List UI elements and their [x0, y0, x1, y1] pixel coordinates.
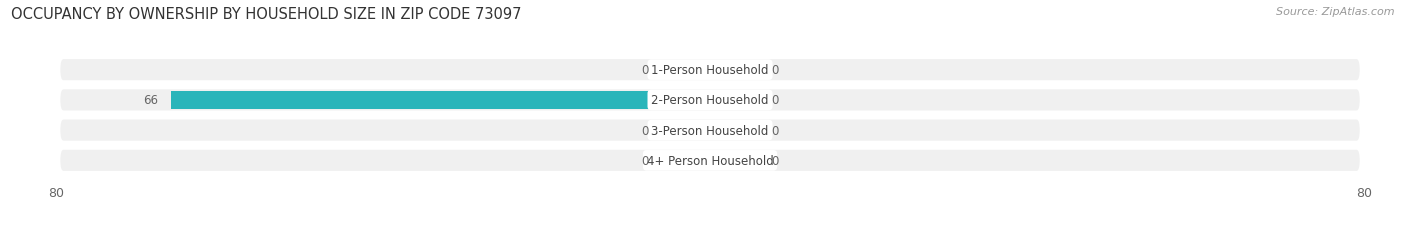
- Text: 2-Person Household: 2-Person Household: [651, 94, 769, 107]
- Bar: [170, 91, 710, 110]
- Bar: [710, 121, 759, 140]
- FancyBboxPatch shape: [60, 150, 1360, 171]
- Text: 3-Person Household: 3-Person Household: [651, 124, 769, 137]
- Text: 66: 66: [143, 94, 159, 107]
- Bar: [710, 91, 759, 110]
- Text: 0: 0: [641, 124, 648, 137]
- Text: 0: 0: [641, 64, 648, 77]
- Text: 0: 0: [772, 154, 779, 167]
- Bar: [710, 61, 759, 80]
- Text: OCCUPANCY BY OWNERSHIP BY HOUSEHOLD SIZE IN ZIP CODE 73097: OCCUPANCY BY OWNERSHIP BY HOUSEHOLD SIZE…: [11, 7, 522, 22]
- Text: 0: 0: [772, 64, 779, 77]
- FancyBboxPatch shape: [60, 60, 1360, 81]
- FancyBboxPatch shape: [60, 90, 1360, 111]
- Text: 0: 0: [772, 94, 779, 107]
- Bar: [661, 61, 710, 80]
- Text: 0: 0: [641, 154, 648, 167]
- Text: 4+ Person Household: 4+ Person Household: [647, 154, 773, 167]
- Text: 0: 0: [772, 124, 779, 137]
- FancyBboxPatch shape: [60, 120, 1360, 141]
- Bar: [661, 121, 710, 140]
- Text: Source: ZipAtlas.com: Source: ZipAtlas.com: [1277, 7, 1395, 17]
- Bar: [661, 151, 710, 170]
- Text: 1-Person Household: 1-Person Household: [651, 64, 769, 77]
- Bar: [710, 151, 759, 170]
